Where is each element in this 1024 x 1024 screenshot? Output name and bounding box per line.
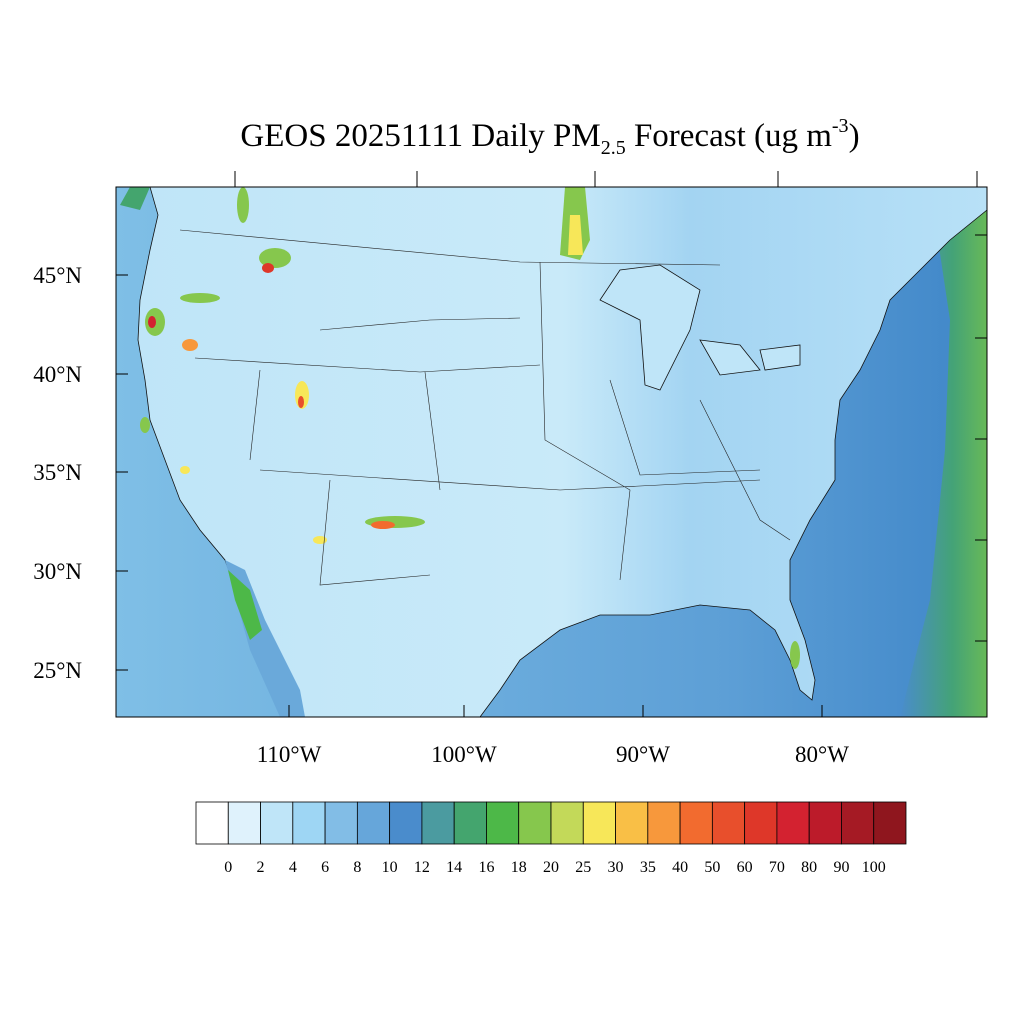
colorbar-label: 50: [704, 859, 720, 876]
colorbar-label: 18: [511, 859, 527, 876]
title-end: ): [849, 118, 860, 154]
ticks: 45°N 40°N 35°N 30°N 25°N 110°W 100°W 90°W 80°W: [33, 171, 987, 767]
colorbar-label: 10: [382, 859, 398, 876]
colorbar-box: [195, 801, 229, 845]
colorbar-label: 8: [353, 859, 361, 876]
lat-label: 35°N: [33, 460, 82, 485]
hotspot: [371, 521, 395, 529]
hotspot: [140, 417, 150, 433]
colorbar-box: [518, 801, 552, 845]
colorbar-box: [679, 801, 713, 845]
colorbar-label: 35: [640, 859, 656, 876]
ocean-east: [900, 187, 987, 717]
colorbar-label: 4: [289, 859, 297, 876]
colorbar-label: 25: [575, 859, 591, 876]
title-after: Forecast (ug m: [626, 118, 833, 154]
lon-label: 90°W: [616, 742, 670, 767]
colorbar-label: 6: [321, 859, 329, 876]
colorbar-label: 2: [257, 859, 265, 876]
colorbar-box: [582, 801, 616, 845]
lat-label: 30°N: [33, 559, 82, 584]
colorbar-label: 90: [833, 859, 849, 876]
hotspot: [313, 536, 327, 544]
colorbar-box: [292, 801, 326, 845]
title: GEOS 20251111 Daily PM2.5 Forecast (ug m…: [240, 115, 859, 159]
colorbar-label: 40: [672, 859, 688, 876]
lon-label: 100°W: [431, 742, 497, 767]
lat-label: 45°N: [33, 263, 82, 288]
colorbar-box: [389, 801, 423, 845]
colorbar-label: 12: [414, 859, 430, 876]
lon-label: 80°W: [795, 742, 849, 767]
great-lakes: [599, 264, 801, 391]
hotspot: [568, 215, 583, 255]
map-frame: [115, 186, 988, 718]
colorbar: 0 2 4 6 8 10 12 14 16 18 20 25 30 35 40 50 60 70 80 90 100: [195, 801, 907, 876]
colorbar-box: [647, 801, 681, 845]
hotspot: [180, 293, 220, 303]
hotspot: [790, 641, 800, 669]
lat-label: 40°N: [33, 362, 82, 387]
colorbar-box: [260, 801, 294, 845]
colorbar-box: [776, 801, 810, 845]
title-main: GEOS 20251111 Daily PM: [240, 118, 600, 154]
colorbar-box: [873, 801, 907, 845]
colorbar-box: [356, 801, 391, 845]
colorbar-label: 0: [224, 859, 232, 876]
map: [116, 187, 987, 717]
colorbar-box: [324, 801, 358, 845]
colorbar-box: [808, 801, 842, 845]
colorbar-label: 20: [543, 859, 559, 876]
hotspot: [237, 187, 249, 223]
hotspot: [148, 316, 156, 328]
colorbar-label: 60: [737, 859, 753, 876]
hotspot: [298, 396, 304, 408]
hotspot: [228, 570, 262, 640]
hotspot: [262, 263, 274, 273]
colorbar-label: 70: [769, 859, 785, 876]
state-lines: [179, 229, 791, 586]
colorbar-label: 14: [446, 859, 462, 876]
hotspot: [180, 466, 190, 474]
hotspot: [182, 339, 198, 351]
colorbar-box: [453, 801, 487, 845]
colorbar-box: [550, 801, 584, 845]
lon-label: 110°W: [257, 742, 322, 767]
colorbar-box: [615, 801, 649, 845]
colorbar-box: [486, 801, 520, 845]
colorbar-label: 100: [862, 859, 886, 876]
colorbar-box: [421, 801, 455, 845]
hotspot: [120, 187, 150, 210]
colorbar-label: 30: [608, 859, 624, 876]
colorbar-label: 80: [801, 859, 817, 876]
title-sup: -3: [832, 115, 849, 137]
colorbar-box: [227, 801, 261, 845]
hotspot: [259, 248, 291, 268]
colorbar-box: [744, 801, 778, 845]
lat-label: 25°N: [33, 658, 82, 683]
land: [137, 187, 987, 717]
colorbar-label: 16: [478, 859, 494, 876]
colorbar-box: [841, 801, 875, 845]
title-sub: 2.5: [601, 137, 626, 159]
colorbar-box: [711, 801, 746, 845]
